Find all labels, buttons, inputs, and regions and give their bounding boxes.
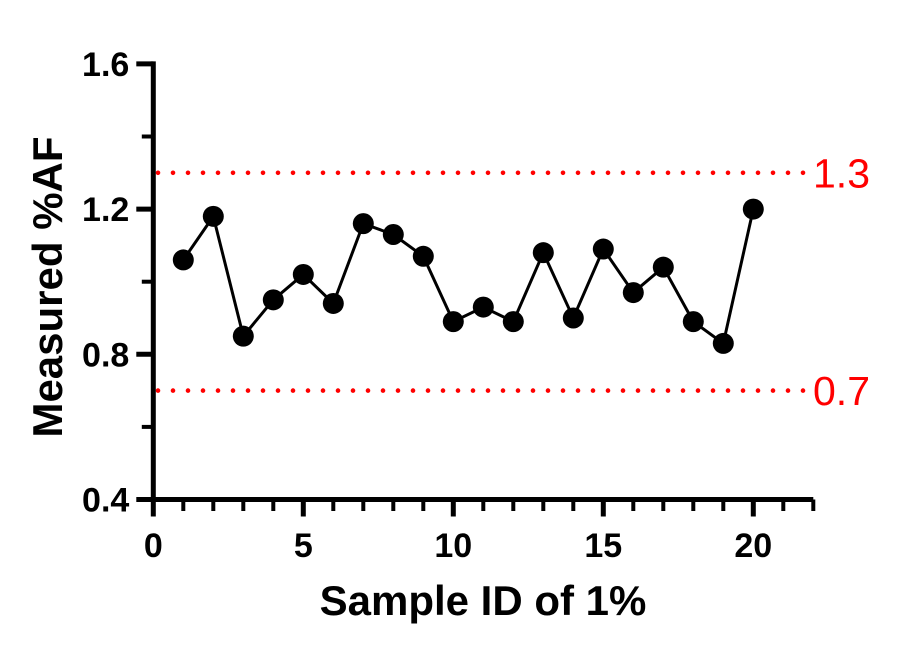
x-axis-title: Sample ID of 1% (319, 577, 647, 624)
data-point (262, 289, 284, 311)
x-tick-label: 0 (144, 527, 163, 565)
reference-line-label: 1.3 (813, 150, 870, 196)
x-tick-label: 5 (294, 527, 313, 565)
data-point (292, 263, 314, 285)
data-point (592, 238, 614, 260)
y-tick-label: 1.2 (82, 191, 129, 229)
data-point (652, 256, 674, 278)
data-point (172, 249, 194, 271)
data-point (322, 292, 344, 314)
data-point (562, 307, 584, 329)
data-point (412, 245, 434, 267)
data-point (352, 213, 374, 235)
y-axis-title: Measured %AF (24, 136, 71, 438)
x-tick-label: 20 (734, 527, 772, 565)
x-tick-label: 10 (434, 527, 472, 565)
data-point (472, 296, 494, 318)
data-point (502, 311, 524, 333)
y-tick-label: 0.4 (82, 482, 129, 520)
data-point (532, 242, 554, 264)
data-point (712, 332, 734, 354)
data-point (742, 198, 764, 220)
x-tick-label: 15 (584, 527, 622, 565)
data-point (202, 205, 224, 227)
data-point (382, 224, 404, 246)
y-tick-label: 1.6 (82, 46, 129, 84)
data-point (442, 311, 464, 333)
reference-line-label: 0.7 (813, 368, 870, 414)
data-point (682, 311, 704, 333)
data-point (622, 282, 644, 304)
data-point (232, 325, 254, 347)
y-tick-label: 0.8 (82, 336, 129, 374)
